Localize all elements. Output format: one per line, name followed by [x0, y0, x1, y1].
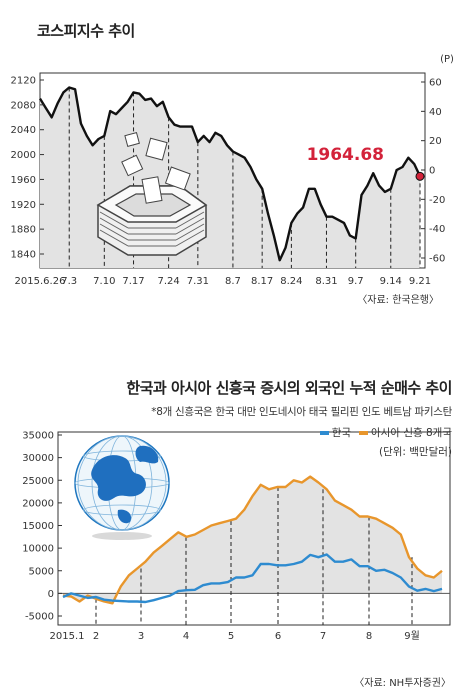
kospi-ytick-right-5: -40 [429, 224, 445, 235]
foreign-ytick-3: 20000 [22, 498, 54, 509]
kospi-chart-title: 코스피지수 추이 [37, 22, 135, 40]
kospi-xtick-2: 7.10 [93, 276, 115, 287]
foreign-xtick-5: 6 [275, 631, 281, 642]
foreign-chart-source: 〈자료: NH투자증권〉 [354, 678, 451, 689]
foreign-xtick-3: 4 [183, 631, 189, 642]
foreign-xtick-0: 2015.1 [50, 631, 85, 642]
kospi-yright-unit: (P) [440, 54, 454, 65]
kospi-xtick-9: 8.31 [315, 276, 337, 287]
foreign-chart-legend: 한국 아시아 신흥 8개국 [319, 425, 452, 440]
kospi-ytick-right-3: 0 [429, 166, 435, 177]
foreign-ytick-5: 10000 [22, 544, 54, 555]
kospi-ytick-left-0: 2120 [11, 76, 36, 87]
kospi-series-line [38, 86, 422, 262]
foreign-ytick-8: -5000 [25, 612, 54, 623]
kospi-ytick-left-2: 2040 [11, 125, 36, 136]
foreign-ytick-1: 30000 [22, 453, 54, 464]
kospi-ytick-left-5: 1920 [11, 200, 36, 211]
kospi-xtick-5: 7.31 [187, 276, 209, 287]
kospi-xtick-10: 9.7 [348, 276, 364, 287]
kospi-ytick-right-6: -60 [429, 254, 445, 265]
foreign-ytick-0: 35000 [22, 431, 54, 442]
foreign-xtick-4: 5 [228, 631, 234, 642]
kospi-xtick-4: 7.24 [157, 276, 179, 287]
kospi-ytick-right-4: -20 [429, 195, 445, 206]
kospi-last-value-label: 1964.68 [307, 145, 384, 165]
legend-item-korea: 한국 [319, 425, 352, 440]
kospi-xtick-12: 9.21 [409, 276, 431, 287]
foreign-chart-unit: (단위: 백만달러) [378, 446, 452, 458]
foreign-xtick-2: 3 [138, 631, 144, 642]
foreign-series-asia8 [62, 475, 443, 605]
legend-label-asia8: 아시아 신흥 8개국 [371, 427, 452, 439]
kospi-ytick-left-4: 1960 [11, 175, 36, 186]
kospi-xtick-3: 7.17 [122, 276, 144, 287]
kospi-ytick-right-1: 40 [429, 107, 442, 118]
kospi-ytick-left-6: 1880 [11, 225, 36, 236]
kospi-xtick-0: 2015.6.26 [15, 276, 66, 287]
foreign-ytick-4: 15000 [22, 521, 54, 532]
foreign-xtick-6: 7 [320, 631, 326, 642]
kospi-last-point [415, 171, 425, 181]
legend-swatch-korea [319, 430, 329, 435]
legend-swatch-asia8 [359, 430, 369, 435]
legend-item-asia8: 아시아 신흥 8개국 [359, 425, 452, 440]
foreign-ytick-2: 25000 [22, 476, 54, 487]
foreign-xtick-8: 9월 [404, 630, 420, 642]
kospi-chart-source: 〈자료: 한국은행〉 [357, 295, 439, 306]
foreign-chart-title: 한국과 아시아 신흥국 증시의 외국인 누적 순매수 추이 [126, 379, 452, 397]
kospi-xtick-7: 8.17 [251, 276, 273, 287]
kospi-ytick-left-3: 2000 [11, 150, 36, 161]
kospi-xtick-1: 7.3 [61, 276, 77, 287]
foreign-xtick-7: 8 [366, 631, 372, 642]
globe-illustration [74, 435, 170, 540]
ballot-box-illustration [96, 132, 208, 256]
kospi-ytick-left-7: 1840 [11, 250, 36, 261]
foreign-series-korea [62, 553, 443, 604]
kospi-ytick-right-2: 20 [429, 136, 442, 147]
kospi-xtick-8: 8.24 [280, 276, 302, 287]
foreign-ytick-6: 5000 [29, 566, 54, 577]
foreign-xtick-1: 2 [93, 631, 99, 642]
kospi-ytick-right-0: 60 [429, 78, 442, 89]
kospi-ytick-left-1: 2080 [11, 100, 36, 111]
foreign-chart-note: *8개 신흥국은 한국 대만 인도네시아 태국 필리핀 인도 베트남 파키스탄 [151, 406, 452, 418]
kospi-xtick-6: 8.7 [225, 276, 241, 287]
kospi-xtick-11: 9.14 [380, 276, 402, 287]
foreign-ytick-7: 0 [48, 589, 54, 600]
legend-label-korea: 한국 [331, 427, 352, 439]
